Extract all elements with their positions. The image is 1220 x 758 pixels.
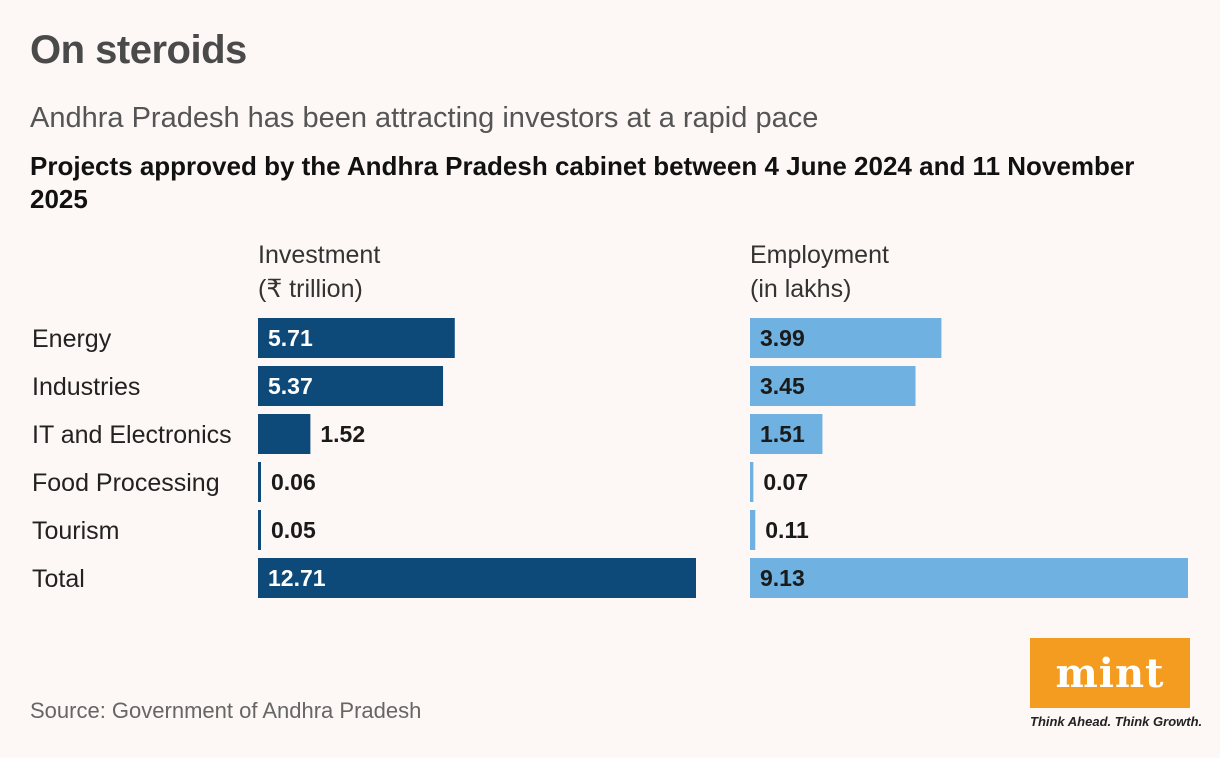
bar <box>750 462 754 502</box>
bar <box>750 318 942 358</box>
bar <box>258 366 444 406</box>
bar <box>750 558 1188 598</box>
bar <box>750 414 823 454</box>
data-label: 0.11 <box>765 517 809 543</box>
data-label: 5.37 <box>268 373 313 399</box>
data-label: 1.51 <box>760 421 805 447</box>
category-label: Total <box>32 565 85 593</box>
chart-heading: Projects approved by the Andhra Pradesh … <box>30 151 1135 214</box>
bar-chart: Energy Industries IT and Electronics Food P… <box>32 318 1188 598</box>
employment-column-header: Employment (in lakhs) <box>750 238 889 306</box>
data-label: 0.07 <box>763 469 808 495</box>
logo-wordmark: mint <box>1055 649 1165 697</box>
data-label: 5.71 <box>268 325 313 351</box>
employment-header-line1: Employment <box>750 241 889 269</box>
bar <box>258 414 311 454</box>
bar <box>258 510 261 550</box>
category-label: Food Processing <box>32 469 220 497</box>
data-label: 9.13 <box>760 565 805 591</box>
bar <box>258 558 696 598</box>
bar <box>750 366 916 406</box>
chart-subtitle: Andhra Pradesh has been attracting inves… <box>30 102 819 134</box>
investment-column-header: Investment (₹ trillion) <box>258 238 380 306</box>
bar <box>750 510 756 550</box>
bar <box>258 462 261 502</box>
mint-logo: mint <box>1030 638 1190 708</box>
category-label: Tourism <box>32 517 120 545</box>
data-label: 3.45 <box>760 373 805 399</box>
data-label: 1.52 <box>320 421 365 447</box>
chart-title: On steroids <box>30 28 247 72</box>
data-label: 0.06 <box>271 469 316 495</box>
source-note: Source: Government of Andhra Pradesh <box>30 698 422 723</box>
investment-header-line2: (₹ trillion) <box>258 275 363 303</box>
data-label: 3.99 <box>760 325 805 351</box>
category-label: Energy <box>32 325 112 353</box>
category-label: IT and Electronics <box>32 421 232 449</box>
employment-header-line2: (in lakhs) <box>750 275 852 303</box>
data-label: 12.71 <box>268 565 326 591</box>
category-label: Industries <box>32 373 140 401</box>
bar <box>258 318 455 358</box>
data-label: 0.05 <box>271 517 316 543</box>
investment-header-line1: Investment <box>258 241 381 269</box>
logo-tagline: Think Ahead. Think Growth. <box>1030 714 1203 729</box>
